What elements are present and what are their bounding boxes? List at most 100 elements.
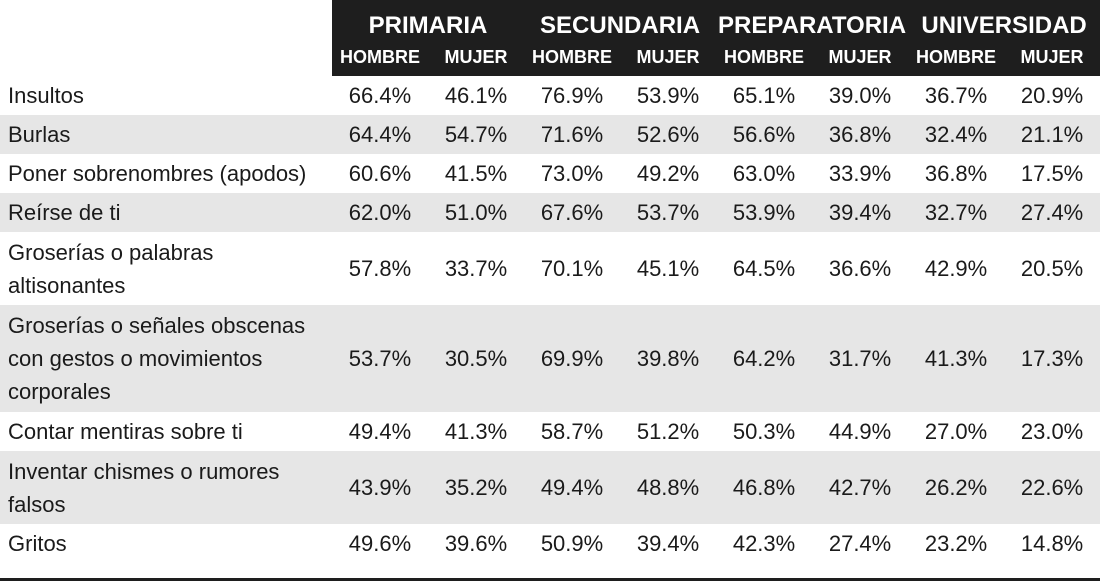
cell-value: 58.7% (524, 412, 621, 451)
cell-value: 53.9% (620, 76, 717, 115)
cell-value: 70.1% (524, 232, 621, 305)
table-row: Contar mentiras sobre ti 49.4% 41.3% 58.… (0, 412, 1100, 451)
row-label: Gritos (0, 524, 332, 563)
cell-value: 32.7% (908, 193, 1005, 232)
cell-value: 23.2% (908, 524, 1005, 563)
table-row: Poner sobrenombres (apodos) 60.6% 41.5% … (0, 154, 1100, 193)
header-corner-lower (0, 42, 332, 76)
header-mujer: MUJER (428, 42, 525, 76)
cell-value: 64.4% (332, 115, 428, 154)
cell-value: 17.3% (1004, 305, 1100, 412)
cell-value: 66.4% (332, 76, 428, 115)
header-mujer: MUJER (620, 42, 717, 76)
table-row: Insultos 66.4% 46.1% 76.9% 53.9% 65.1% 3… (0, 76, 1100, 115)
row-label: Groserías o palabras altisonantes (0, 232, 332, 305)
table-row: Burlas 64.4% 54.7% 71.6% 52.6% 56.6% 36.… (0, 115, 1100, 154)
cell-value: 57.8% (332, 232, 428, 305)
cell-value: 36.8% (812, 115, 909, 154)
header-row-levels: PRIMARIA SECUNDARIA PREPARATORIA UNIVERS… (0, 0, 1100, 42)
cell-value: 49.4% (332, 412, 428, 451)
cell-value: 39.6% (428, 524, 525, 563)
cell-value: 33.7% (428, 232, 525, 305)
header-level-universidad: UNIVERSIDAD (908, 0, 1100, 42)
cell-value: 62.0% (332, 193, 428, 232)
cell-value: 50.9% (524, 524, 621, 563)
table-row: Gritos 49.6% 39.6% 50.9% 39.4% 42.3% 27.… (0, 524, 1100, 563)
row-label: Insultos (0, 76, 332, 115)
cell-value: 64.2% (716, 305, 813, 412)
cell-value: 46.8% (716, 451, 813, 524)
cell-value: 63.0% (716, 154, 813, 193)
cell-value: 33.9% (812, 154, 909, 193)
cell-value: 65.1% (716, 76, 813, 115)
cell-value: 23.0% (1004, 412, 1100, 451)
cell-value: 54.7% (428, 115, 525, 154)
cell-value: 60.6% (332, 154, 428, 193)
cell-value: 49.2% (620, 154, 717, 193)
row-label: Burlas (0, 115, 332, 154)
table-row: Groserías o señales obscenas con gestos … (0, 305, 1100, 412)
cell-value: 48.8% (620, 451, 717, 524)
header-corner (0, 0, 332, 42)
cell-value: 53.9% (716, 193, 813, 232)
header-hombre: HOMBRE (716, 42, 813, 76)
cell-value: 49.6% (332, 524, 428, 563)
cell-value: 41.3% (908, 305, 1005, 412)
cell-value: 20.5% (1004, 232, 1100, 305)
cell-value: 39.8% (620, 305, 717, 412)
row-label: Groserías o señales obscenas con gestos … (0, 305, 332, 412)
header-level-primaria: PRIMARIA (332, 0, 525, 42)
cell-value: 51.0% (428, 193, 525, 232)
cell-value: 35.2% (428, 451, 525, 524)
table-row: Inventar chismes o rumores falsos 43.9% … (0, 451, 1100, 524)
header-row-sexes: HOMBRE MUJER HOMBRE MUJER HOMBRE MUJER H… (0, 42, 1100, 76)
cell-value: 14.8% (1004, 524, 1100, 563)
header-level-preparatoria: PREPARATORIA (716, 0, 909, 42)
bottom-rule (0, 578, 1100, 581)
cell-value: 56.6% (716, 115, 813, 154)
cell-value: 26.2% (908, 451, 1005, 524)
header-mujer: MUJER (812, 42, 909, 76)
row-label: Contar mentiras sobre ti (0, 412, 332, 451)
cell-value: 27.4% (1004, 193, 1100, 232)
cell-value: 53.7% (620, 193, 717, 232)
cell-value: 45.1% (620, 232, 717, 305)
header-hombre: HOMBRE (332, 42, 428, 76)
cell-value: 44.9% (812, 412, 909, 451)
cell-value: 43.9% (332, 451, 428, 524)
row-label: Reírse de ti (0, 193, 332, 232)
cell-value: 36.7% (908, 76, 1005, 115)
cell-value: 30.5% (428, 305, 525, 412)
cell-value: 76.9% (524, 76, 621, 115)
table-header: PRIMARIA SECUNDARIA PREPARATORIA UNIVERS… (0, 0, 1100, 76)
cell-value: 17.5% (1004, 154, 1100, 193)
cell-value: 20.9% (1004, 76, 1100, 115)
cell-value: 53.7% (332, 305, 428, 412)
header-hombre: HOMBRE (908, 42, 1005, 76)
cell-value: 73.0% (524, 154, 621, 193)
table-row: Reírse de ti 62.0% 51.0% 67.6% 53.7% 53.… (0, 193, 1100, 232)
header-hombre: HOMBRE (524, 42, 621, 76)
cell-value: 27.4% (812, 524, 909, 563)
cell-value: 69.9% (524, 305, 621, 412)
cell-value: 41.3% (428, 412, 525, 451)
cell-value: 42.3% (716, 524, 813, 563)
cell-value: 71.6% (524, 115, 621, 154)
cell-value: 42.9% (908, 232, 1005, 305)
row-label: Inventar chismes o rumores falsos (0, 451, 332, 524)
cell-value: 36.8% (908, 154, 1005, 193)
header-mujer: MUJER (1004, 42, 1100, 76)
cell-value: 41.5% (428, 154, 525, 193)
cell-value: 64.5% (716, 232, 813, 305)
cell-value: 50.3% (716, 412, 813, 451)
cell-value: 67.6% (524, 193, 621, 232)
cell-value: 52.6% (620, 115, 717, 154)
cell-value: 51.2% (620, 412, 717, 451)
table-body: Insultos 66.4% 46.1% 76.9% 53.9% 65.1% 3… (0, 76, 1100, 563)
cell-value: 27.0% (908, 412, 1005, 451)
cell-value: 31.7% (812, 305, 909, 412)
cell-value: 39.4% (812, 193, 909, 232)
cell-value: 39.4% (620, 524, 717, 563)
data-table: PRIMARIA SECUNDARIA PREPARATORIA UNIVERS… (0, 0, 1100, 563)
